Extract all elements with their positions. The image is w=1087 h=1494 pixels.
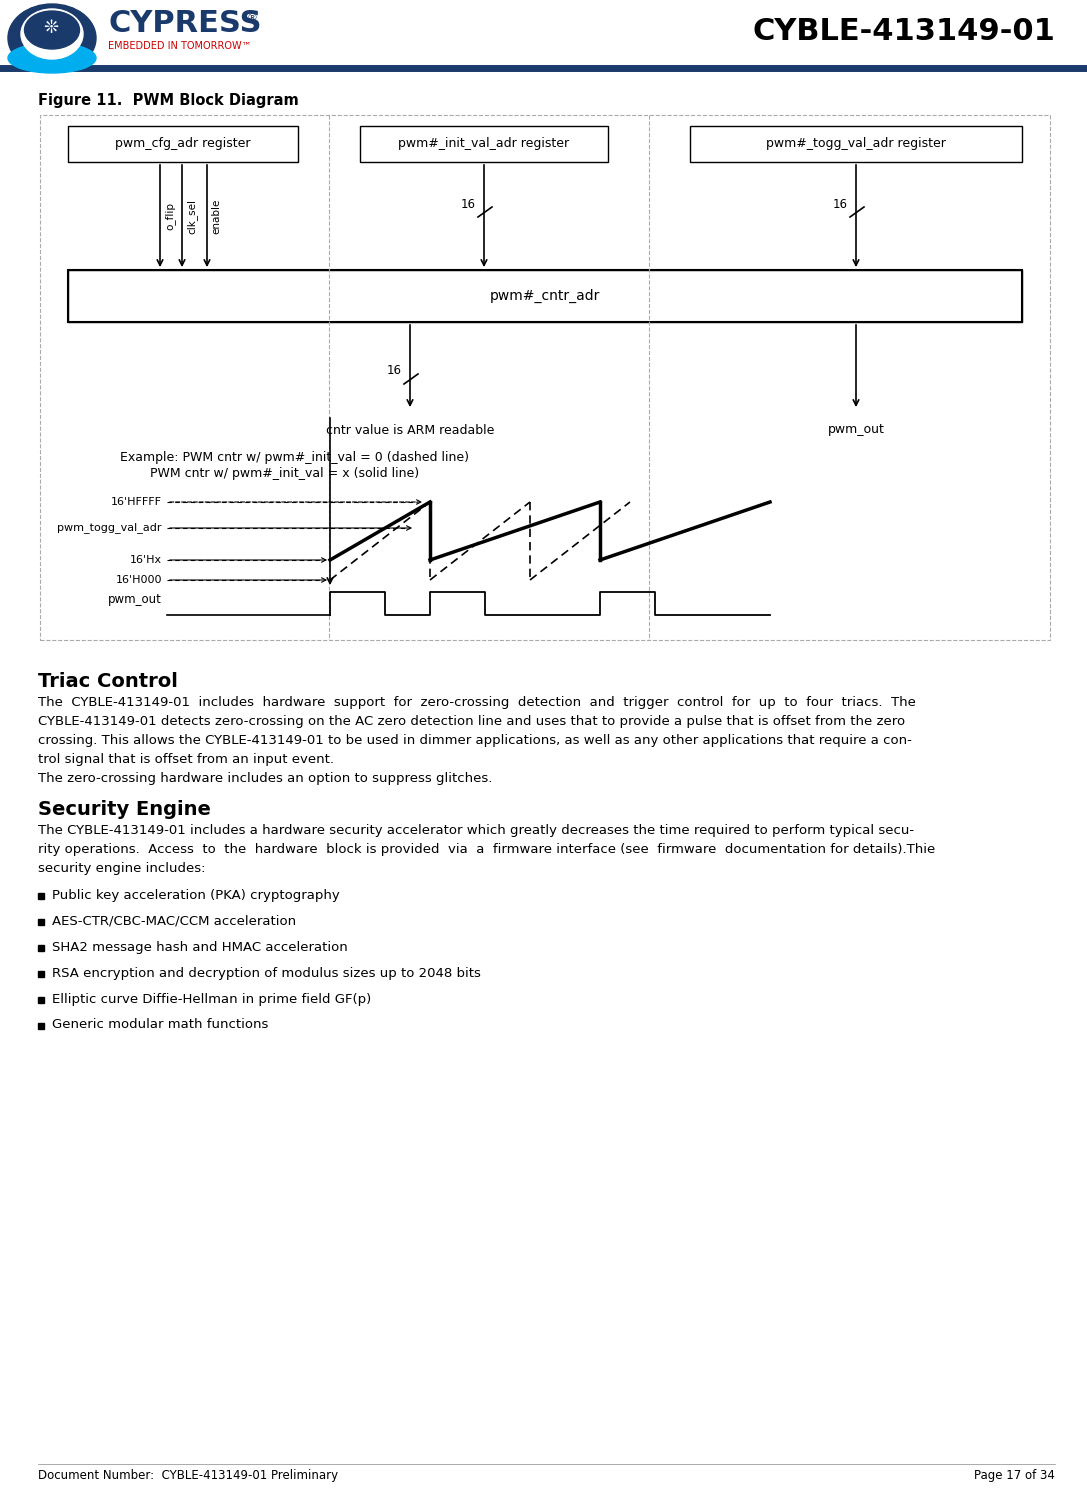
Text: pwm#_init_val_adr register: pwm#_init_val_adr register [399,137,570,151]
Bar [38,1023,43,1029]
Text: pwm#_togg_val_adr register: pwm#_togg_val_adr register [766,137,946,151]
Bar [38,971,43,977]
Text: crossing. This allows the CYBLE-413149-01 to be used in dimmer applications, as : crossing. This allows the CYBLE-413149-0… [38,734,912,747]
Text: Example: PWM cntr w/ pwm#_init_val = 0 (dashed line): Example: PWM cntr w/ pwm#_init_val = 0 (… [120,451,468,465]
Ellipse shape [8,43,96,73]
Text: Document Number:  CYBLE-413149-01 Preliminary: Document Number: CYBLE-413149-01 Prelimi… [38,1470,338,1482]
Bar [68,270,1022,323]
Text: cntr value is ARM readable: cntr value is ARM readable [326,423,495,436]
Text: RSA encryption and decryption of modulus sizes up to 2048 bits: RSA encryption and decryption of modulus… [52,967,480,980]
Bar [38,893,43,899]
Text: rity operations.  Access  to  the  hardware  block is provided  via  a  firmware: rity operations. Access to the hardware … [38,843,935,856]
Text: SHA2 message hash and HMAC acceleration: SHA2 message hash and HMAC acceleration [52,941,348,953]
Text: EMBEDDED IN TOMORROW™: EMBEDDED IN TOMORROW™ [108,40,251,51]
Text: pwm_out: pwm_out [108,593,162,607]
Text: 16'Hx: 16'Hx [129,554,162,565]
Text: Elliptic curve Diffie-Hellman in prime field GF(p): Elliptic curve Diffie-Hellman in prime f… [52,992,372,1005]
Text: enable: enable [211,199,221,233]
Text: 16'H000: 16'H000 [115,575,162,586]
Text: The zero-crossing hardware includes an option to suppress glitches.: The zero-crossing hardware includes an o… [38,772,492,784]
Text: Security Engine: Security Engine [38,799,211,819]
Text: pwm#_cntr_adr: pwm#_cntr_adr [490,288,600,303]
Text: Triac Control: Triac Control [38,672,178,692]
Bar [68,270,1022,323]
Ellipse shape [8,4,96,72]
Bar [360,125,608,161]
Text: CYBLE-413149-01 detects zero-crossing on the AC zero detection line and uses tha: CYBLE-413149-01 detects zero-crossing on… [38,716,905,728]
Text: 16'HFFFF: 16'HFFFF [111,498,162,506]
Bar [38,919,43,925]
Text: Figure 11.  PWM Block Diagram: Figure 11. PWM Block Diagram [38,93,299,108]
Text: AES-CTR/CBC-MAC/CCM acceleration: AES-CTR/CBC-MAC/CCM acceleration [52,914,296,928]
Bar [68,125,298,161]
Text: pwm_out: pwm_out [827,423,885,436]
Ellipse shape [21,9,83,58]
Text: Public key acceleration (PKA) cryptography: Public key acceleration (PKA) cryptograp… [52,889,340,901]
Text: Generic modular math functions: Generic modular math functions [52,1019,268,1031]
Text: CYBLE-413149-01: CYBLE-413149-01 [752,18,1055,46]
Text: The CYBLE-413149-01 includes a hardware security accelerator which greatly decre: The CYBLE-413149-01 includes a hardware … [38,825,914,837]
Bar [38,946,43,952]
Text: 16: 16 [833,197,848,211]
Bar [690,125,1022,161]
Text: o_flip: o_flip [164,202,175,230]
Text: clk_sel: clk_sel [186,199,197,233]
Text: The  CYBLE-413149-01  includes  hardware  support  for  zero-crossing  detection: The CYBLE-413149-01 includes hardware su… [38,696,916,710]
Text: pwm_cfg_adr register: pwm_cfg_adr register [115,137,251,151]
Text: pwm_togg_val_adr: pwm_togg_val_adr [58,523,162,533]
Text: 16: 16 [461,197,475,211]
Text: ❊: ❊ [43,19,59,37]
Text: Page 17 of 34: Page 17 of 34 [974,1470,1055,1482]
Bar [40,115,1050,639]
Text: CYPRESS: CYPRESS [108,9,262,39]
Text: security engine includes:: security engine includes: [38,862,205,875]
Text: 16: 16 [387,363,401,376]
Text: ®: ® [247,13,258,22]
Ellipse shape [25,10,79,49]
Bar [38,996,43,1002]
Text: PWM cntr w/ pwm#_init_val = x (solid line): PWM cntr w/ pwm#_init_val = x (solid lin… [150,468,420,481]
Text: trol signal that is offset from an input event.: trol signal that is offset from an input… [38,753,334,766]
